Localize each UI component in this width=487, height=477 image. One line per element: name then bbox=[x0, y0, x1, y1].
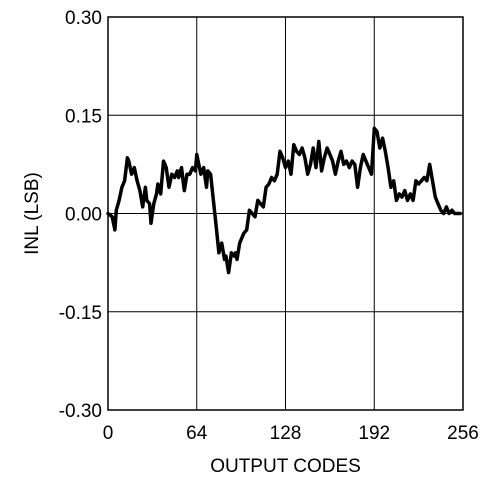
x-tick-labels: 0 64 128 192 256 bbox=[103, 423, 479, 444]
y-tick-label: -0.15 bbox=[59, 303, 102, 324]
grid-lines bbox=[108, 17, 463, 410]
x-tick-label: 192 bbox=[358, 423, 390, 444]
x-tick-label: 64 bbox=[186, 423, 208, 444]
y-axis-title: INL (LSB) bbox=[22, 172, 43, 255]
y-tick-label: 0.00 bbox=[65, 205, 102, 226]
y-tick-label: 0.15 bbox=[65, 106, 102, 127]
x-tick-label: 128 bbox=[270, 423, 302, 444]
x-axis-title: OUTPUT CODES bbox=[210, 456, 361, 477]
y-tick-label: 0.30 bbox=[65, 8, 102, 29]
y-tick-label: -0.30 bbox=[59, 401, 102, 422]
series-layer bbox=[106, 126, 462, 275]
x-tick-label: 256 bbox=[447, 423, 479, 444]
y-tick-labels: 0.30 0.15 0.00 -0.15 -0.30 bbox=[59, 8, 102, 422]
x-tick-label: 0 bbox=[103, 423, 114, 444]
inl-series-line bbox=[106, 126, 462, 275]
plot-frame bbox=[107, 16, 464, 411]
